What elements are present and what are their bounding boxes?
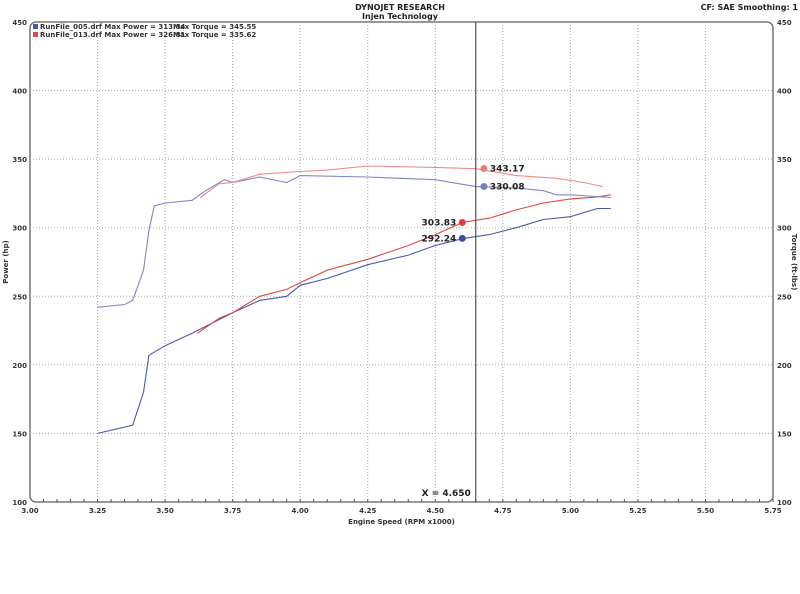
x-tick-label: 5.50 <box>697 507 714 515</box>
legend-torque: Max Torque = 345.55 <box>173 23 256 31</box>
data-marker <box>480 165 488 173</box>
x-tick-label: 3.50 <box>156 507 173 515</box>
x-tick-label: 3.00 <box>21 507 38 515</box>
x-tick-label: 4.75 <box>494 507 511 515</box>
x-tick-label: 4.50 <box>427 507 444 515</box>
y-tick-label: 350 <box>12 156 27 164</box>
y-tick-label: 450 <box>12 19 27 27</box>
y2-tick-label: 200 <box>777 362 792 370</box>
legend-entry: RunFile_005.drf Max Power = 313.84 <box>40 23 186 31</box>
plot-frame <box>29 21 774 503</box>
series-line-power <box>197 194 611 334</box>
y-tick-label: 200 <box>12 362 27 370</box>
x-tick-label: 4.00 <box>292 507 309 515</box>
legend-entry: RunFile_013.drf Max Power = 326.81 <box>40 31 186 39</box>
x-tick-label: 4.25 <box>359 507 376 515</box>
data-marker <box>458 218 466 226</box>
legend-swatch <box>33 32 38 37</box>
y2-tick-label: 150 <box>777 430 792 438</box>
marker-value: 330.08 <box>490 182 525 192</box>
y2-tick-label: 400 <box>777 88 792 96</box>
cursor-label: X = 4.650 <box>422 489 471 499</box>
x-tick-label: 3.25 <box>89 507 106 515</box>
y2-tick-label: 250 <box>777 293 792 301</box>
y-tick-label: 250 <box>12 293 27 301</box>
legend-swatch <box>33 24 38 29</box>
x-tick-label: 3.75 <box>224 507 241 515</box>
data-marker <box>458 234 466 242</box>
y2-axis-label: Torque (ft-lbs) <box>790 234 798 291</box>
y2-tick-label: 350 <box>777 156 792 164</box>
series-line-torque <box>199 165 603 198</box>
series-line-power <box>97 207 611 434</box>
settings-text: CF: SAE Smoothing: 1 <box>700 3 798 12</box>
marker-value: 292.24 <box>422 234 457 244</box>
marker-value: 303.83 <box>422 218 457 228</box>
y2-tick-label: 300 <box>777 225 792 233</box>
y-axis-label: Power (hp) <box>2 240 10 283</box>
marker-value: 343.17 <box>490 165 525 175</box>
y-tick-label: 400 <box>12 88 27 96</box>
x-tick-label: 5.25 <box>629 507 646 515</box>
series-line-torque <box>97 175 611 308</box>
y2-tick-label: 100 <box>777 499 792 507</box>
y2-tick-label: 450 <box>777 19 792 27</box>
x-axis-label: Engine Speed (RPM x1000) <box>348 518 455 526</box>
chart-subtitle: Injen Technology <box>362 12 438 21</box>
y-tick-label: 100 <box>12 499 27 507</box>
y-tick-label: 150 <box>12 430 27 438</box>
x-tick-label: 5.00 <box>562 507 579 515</box>
y-tick-label: 300 <box>12 225 27 233</box>
data-marker <box>480 182 488 190</box>
chart-title: DYNOJET RESEARCH <box>355 3 445 12</box>
x-tick-label: 5.75 <box>764 507 781 515</box>
legend-torque: Max Torque = 335.62 <box>173 31 256 39</box>
